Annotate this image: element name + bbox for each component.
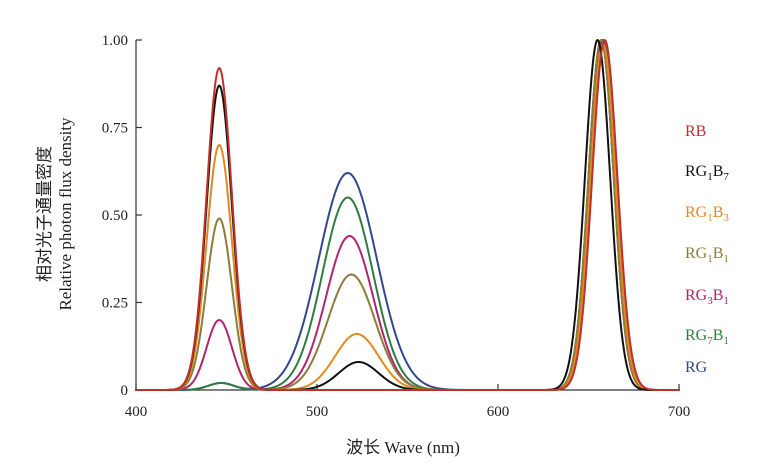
- legend-entry-rg3b1: RG3B1: [685, 287, 729, 307]
- series-lines: [135, 39, 680, 391]
- legend-entry-rg1b7: RG1B7: [685, 163, 729, 183]
- y-axis-title-english: Relative photon flux density: [56, 117, 75, 311]
- x-tick-label: 700: [668, 404, 691, 420]
- y-tick-label: 0.25: [102, 296, 128, 312]
- y-tick-label: 0.50: [102, 208, 128, 224]
- legend-entry-rb: RB: [685, 123, 706, 140]
- legend-entry-rg1b3: RG1B3: [685, 204, 729, 224]
- legend-entry-rg7b1: RG7B1: [685, 327, 729, 347]
- x-ticks: 400 500 600 700: [125, 384, 691, 420]
- legend-entry-rg1b1: RG1B1: [685, 245, 729, 265]
- y-tick-label: 0: [121, 383, 129, 399]
- y-axis-title: 相对光子通量密度: [35, 146, 54, 282]
- y-ticks: 0 0.25 0.50 0.75 1.00: [102, 33, 142, 399]
- legend: RB RG1B7 RG1B3 RG1B1 RG3B1 RG7B1 RG: [685, 123, 729, 376]
- legend-entry-rg: RG: [685, 359, 708, 376]
- series-line-rb: [135, 39, 680, 391]
- y-tick-label: 1.00: [102, 33, 128, 49]
- series-line-rg1b1: [135, 39, 680, 391]
- x-tick-label: 400: [125, 404, 148, 420]
- y-tick-label: 0.75: [102, 121, 128, 137]
- x-axis-title: 波长 Wave (nm): [346, 438, 460, 457]
- series-line-rg1b3: [135, 42, 680, 391]
- x-tick-label: 500: [306, 404, 329, 420]
- x-tick-label: 600: [487, 404, 510, 420]
- series-line-rg1b7: [135, 39, 680, 391]
